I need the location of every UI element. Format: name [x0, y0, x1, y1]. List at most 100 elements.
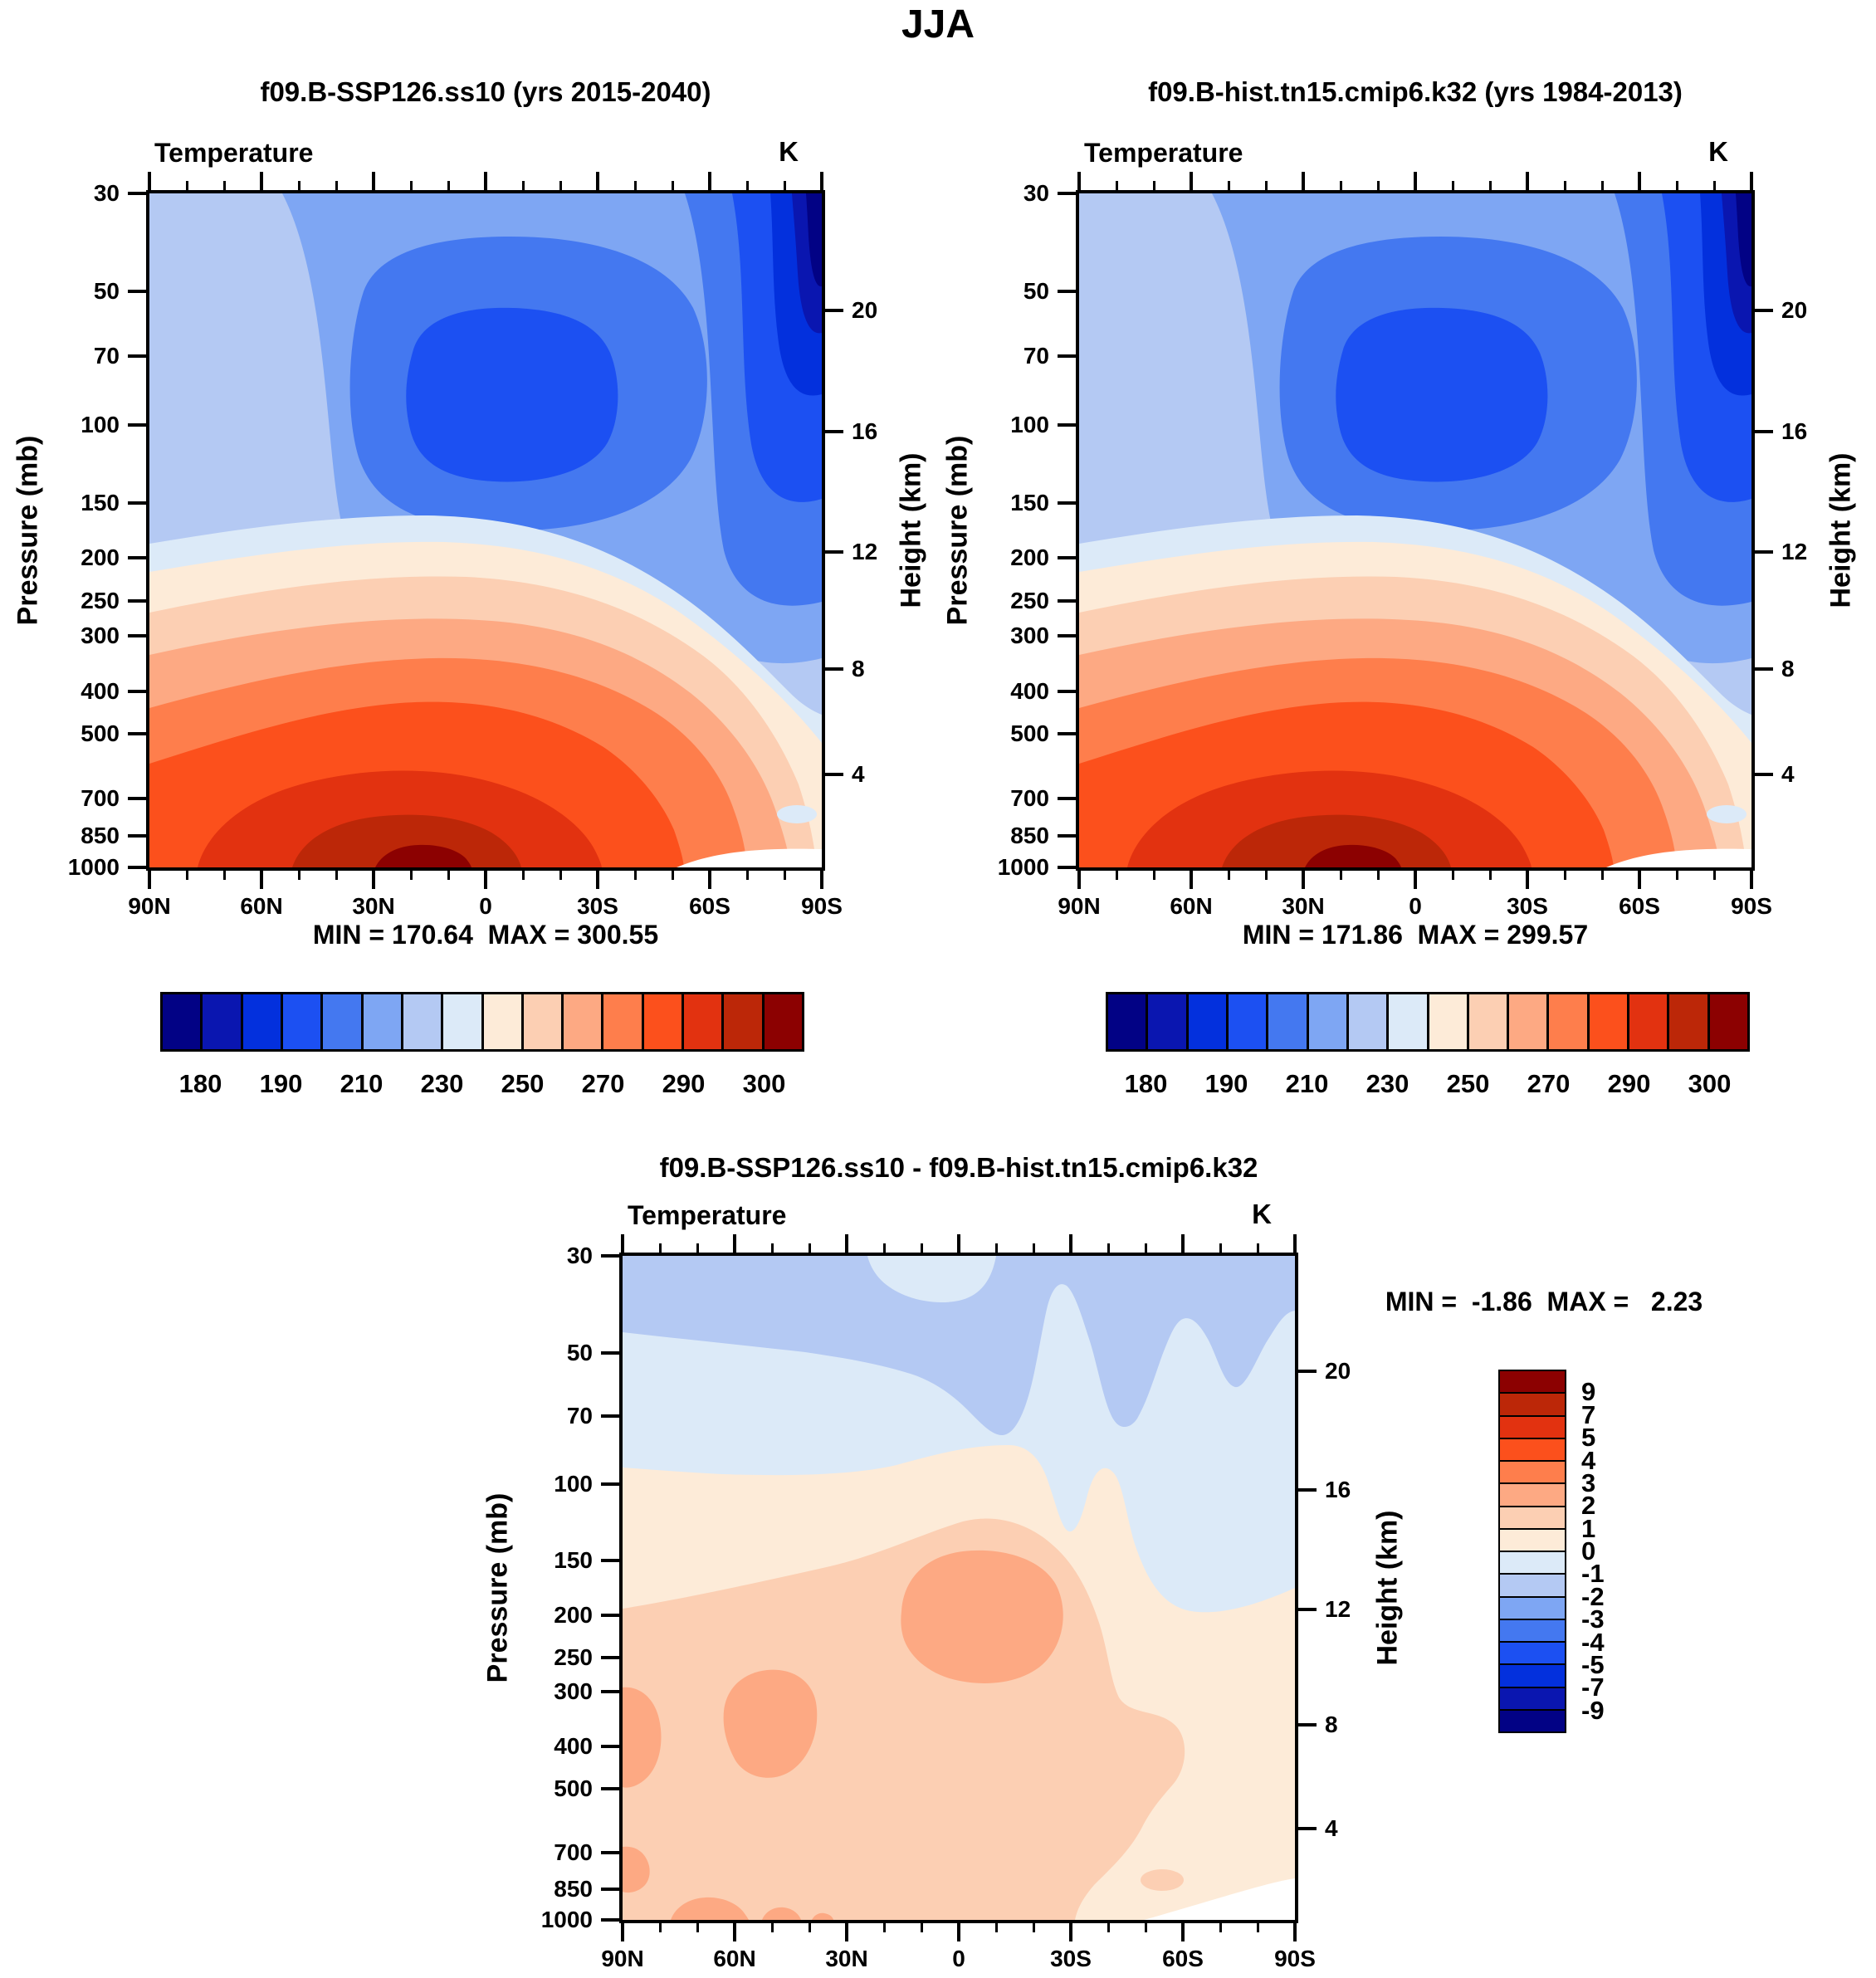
lat-minor-tick	[1451, 871, 1454, 880]
lat-major-tick	[1750, 172, 1753, 190]
diff-colorbar-cell	[1500, 1371, 1565, 1393]
panel2-temperature-colorbar	[1106, 992, 1750, 1052]
lat-minor-tick	[808, 1243, 811, 1253]
lat-minor-tick	[920, 1923, 923, 1932]
colorbar-tick-label: 190	[259, 1069, 303, 1098]
pressure-tick	[601, 1918, 619, 1922]
colorbar-tick-label: 250	[501, 1069, 545, 1098]
lat-tick-label: 90S	[1731, 893, 1772, 919]
lat-minor-tick	[1600, 871, 1604, 880]
height-tick	[1298, 1722, 1317, 1726]
pressure-tick-label: 70	[93, 343, 120, 369]
lat-minor-tick	[521, 871, 525, 880]
pressure-tick	[1058, 290, 1076, 294]
lat-minor-tick	[1144, 1923, 1147, 1932]
lat-minor-tick	[1376, 871, 1380, 880]
panel2-field-label: Temperature	[1084, 138, 1243, 168]
pressure-tick	[128, 354, 146, 359]
lat-minor-tick	[994, 1923, 998, 1932]
lat-tick-label: 30S	[1050, 1946, 1092, 1971]
diff-colorbar-tick-label: 9	[1581, 1377, 1596, 1407]
lat-tick-label: 90N	[128, 893, 171, 919]
pressure-tick	[601, 1744, 619, 1748]
height-tick-label: 4	[1325, 1814, 1338, 1841]
lat-major-tick	[957, 1923, 960, 1941]
colorbar-cell	[360, 994, 401, 1049]
lat-major-tick	[1526, 172, 1529, 190]
pressure-tick-label: 500	[554, 1775, 593, 1801]
diff-colorbar-cell	[1500, 1505, 1565, 1528]
colorbar-cell	[1546, 994, 1587, 1049]
lat-minor-tick	[1376, 181, 1380, 190]
height-tick	[1755, 667, 1773, 672]
lat-tick-label: 60S	[1162, 1946, 1204, 1971]
pressure-tick-label: 300	[81, 623, 120, 649]
lat-major-tick	[708, 172, 711, 190]
pressure-tick-label: 70	[1023, 343, 1049, 369]
lat-minor-tick	[1339, 181, 1342, 190]
lat-minor-tick	[297, 181, 300, 190]
lat-minor-tick	[1675, 181, 1678, 190]
lat-minor-tick	[1451, 181, 1454, 190]
pressure-tick	[601, 1786, 619, 1790]
lat-minor-tick	[1219, 1243, 1222, 1253]
colorbar-cell	[200, 994, 241, 1049]
colorbar-cell	[1586, 994, 1628, 1049]
lat-tick-label: 30N	[825, 1946, 868, 1971]
lat-tick-label: 0	[1409, 893, 1422, 919]
panel1-minmax: MIN = 170.64 MAX = 300.55	[312, 920, 659, 950]
lat-minor-tick	[1712, 181, 1716, 190]
pressure-tick-label: 30	[93, 180, 120, 206]
height-tick-label: 4	[1781, 760, 1795, 787]
height-tick-label: 16	[1781, 418, 1808, 444]
pressure-tick	[128, 422, 146, 427]
pressure-tick-label: 100	[1010, 411, 1049, 437]
lat-minor-tick	[1563, 181, 1566, 190]
lat-major-tick	[733, 1923, 736, 1941]
pressure-tick-label: 700	[1010, 785, 1049, 812]
lat-major-tick	[1414, 871, 1417, 889]
diff-colorbar-cell	[1500, 1663, 1565, 1687]
height-tick	[825, 667, 843, 672]
pressure-tick	[601, 1414, 619, 1419]
lat-minor-tick	[521, 181, 525, 190]
lat-major-tick	[1077, 172, 1081, 190]
pressure-tick	[1058, 501, 1076, 505]
lat-major-tick	[260, 172, 263, 190]
colorbar-cell	[721, 994, 762, 1049]
height-tick-label: 12	[1325, 1595, 1351, 1622]
lat-major-tick	[1181, 1923, 1185, 1941]
pressure-tick-label: 150	[1010, 489, 1049, 515]
colorbar-cell	[682, 994, 722, 1049]
colorbar-tick-label: 300	[742, 1069, 786, 1098]
lat-minor-tick	[1032, 1243, 1035, 1253]
lat-minor-tick	[1488, 871, 1492, 880]
diff-colorbar-cell	[1500, 1460, 1565, 1483]
colorbar-tick-label: 210	[340, 1069, 384, 1098]
lat-tick-label: 30N	[352, 893, 395, 919]
pressure-tick-label: 1000	[997, 854, 1049, 880]
pressure-tick	[128, 634, 146, 638]
lat-minor-tick	[1600, 181, 1604, 190]
height-tick-label: 16	[852, 418, 878, 444]
lat-minor-tick	[1339, 871, 1342, 880]
lat-minor-tick	[409, 181, 413, 190]
panel1-units-label: K	[779, 136, 799, 167]
lat-minor-tick	[1675, 871, 1678, 880]
lat-major-tick	[596, 871, 599, 889]
colorbar-cell	[240, 994, 281, 1049]
lat-major-tick	[1302, 172, 1305, 190]
pressure-tick-label: 250	[81, 587, 120, 613]
colorbar-cell	[1306, 994, 1346, 1049]
lat-tick-label: 60N	[713, 1946, 756, 1971]
colorbar-cell	[280, 994, 321, 1049]
panel2-contour-field	[1079, 193, 1751, 867]
lat-major-tick	[820, 172, 823, 190]
figure-title: JJA	[901, 2, 975, 46]
pressure-tick	[601, 1690, 619, 1694]
pressure-tick	[1058, 732, 1076, 736]
diff-colorbar-cell	[1500, 1595, 1565, 1619]
lat-minor-tick	[1264, 871, 1268, 880]
colorbar-cell	[320, 994, 361, 1049]
diff-colorbar-cell	[1500, 1482, 1565, 1506]
